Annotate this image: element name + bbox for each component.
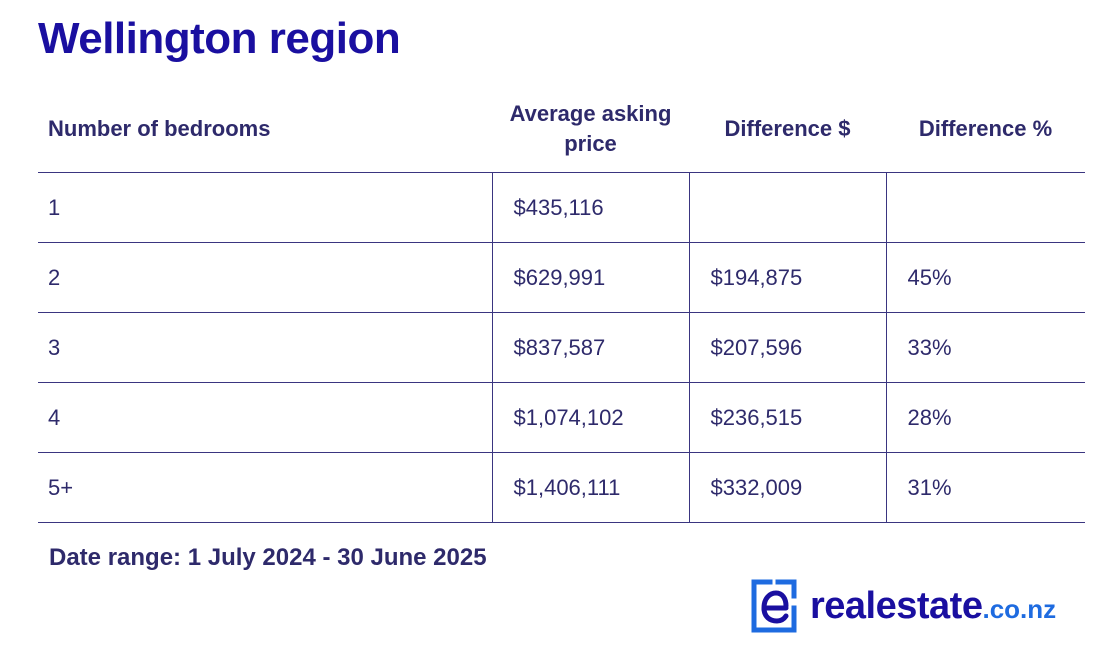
cell-average-price: $837,587	[491, 312, 689, 383]
cell-difference-percent: 33%	[885, 312, 1085, 383]
cell-difference-dollar	[688, 172, 886, 243]
cell-difference-dollar: $236,515	[688, 382, 886, 453]
cell-difference-percent	[885, 172, 1085, 243]
header-difference-dollar: Difference $	[689, 86, 886, 173]
cell-bedrooms: 5+	[38, 452, 492, 523]
cell-average-price: $1,074,102	[491, 382, 689, 453]
header-bedrooms: Number of bedrooms	[38, 86, 492, 173]
cell-difference-dollar: $207,596	[688, 312, 886, 383]
re-logo-icon	[751, 579, 797, 633]
cell-difference-percent: 28%	[885, 382, 1085, 453]
cell-bedrooms: 2	[38, 242, 492, 313]
table-row: 4 $1,074,102 $236,515 28%	[38, 382, 1085, 453]
table-row: 3 $837,587 $207,596 33%	[38, 312, 1085, 383]
cell-average-price: $435,116	[491, 172, 689, 243]
price-table: Number of bedrooms Average asking price …	[38, 86, 1085, 523]
table-header-row: Number of bedrooms Average asking price …	[38, 86, 1085, 173]
cell-bedrooms: 1	[38, 172, 492, 243]
header-average-price: Average asking price	[492, 86, 689, 173]
realestate-logo[interactable]: realestate.co.nz	[748, 578, 1056, 634]
date-range: Date range: 1 July 2024 - 30 June 2025	[49, 544, 487, 571]
cell-difference-dollar: $194,875	[688, 242, 886, 313]
cell-bedrooms: 3	[38, 312, 492, 383]
brand-wordmark: realestate.co.nz	[810, 585, 1056, 628]
cell-average-price: $1,406,111	[491, 452, 689, 523]
brand-tld: .co.nz	[982, 593, 1057, 624]
cell-difference-percent: 45%	[885, 242, 1085, 313]
table-row: 2 $629,991 $194,875 45%	[38, 242, 1085, 313]
table-row: 5+ $1,406,111 $332,009 31%	[38, 452, 1085, 523]
cell-average-price: $629,991	[491, 242, 689, 313]
table-row: 1 $435,116	[38, 172, 1085, 243]
cell-difference-dollar: $332,009	[688, 452, 886, 523]
cell-bedrooms: 4	[38, 382, 492, 453]
page-title: Wellington region	[38, 14, 401, 63]
header-difference-percent: Difference %	[886, 86, 1085, 173]
brand-name: realestate	[810, 584, 983, 627]
cell-difference-percent: 31%	[885, 452, 1085, 523]
